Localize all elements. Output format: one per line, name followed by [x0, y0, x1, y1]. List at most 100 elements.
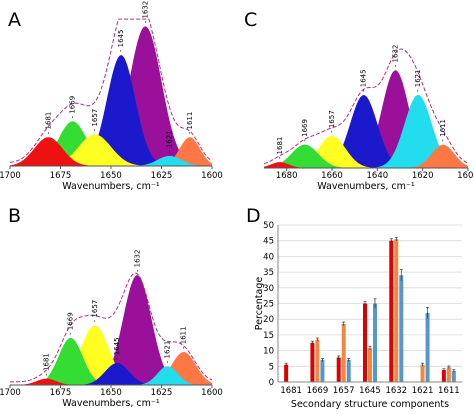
envelope-line [10, 272, 213, 383]
panel-a-plot: - 1681 - 1669 - 1657 - 1645 - 1632 - 1621 - 16… [9, 1, 213, 167]
y-tick-label: 40 [263, 252, 274, 262]
x-tick-label: 1625 [151, 171, 173, 181]
y-tick-label: 30 [263, 284, 274, 294]
bar-1632-s2 [394, 239, 399, 382]
y-tick-label: 10 [263, 347, 274, 357]
x-tick-label: 1600 [201, 388, 223, 398]
bar-1632-s3 [399, 275, 404, 382]
category-label-1621: 1621 [412, 386, 434, 396]
x-tick-label: 1700 [0, 388, 21, 398]
bar-1632-s1 [389, 240, 394, 382]
x-tick-label: 1650 [100, 388, 122, 398]
bar-1681-s1 [284, 364, 289, 382]
panel-label-d: D [246, 205, 261, 227]
peak-1645 [10, 363, 212, 385]
peak-1645 [10, 55, 212, 167]
envelope-line [9, 18, 213, 163]
peak-1645 [264, 95, 468, 168]
peak-label-1621: - 1621 [164, 341, 172, 364]
x-tick-label: 1620 [412, 171, 434, 181]
x-tick-label: 1600 [457, 171, 474, 181]
peak-label-1645: - 1645 [113, 337, 121, 360]
panel-b-plot: - 1681 - 1669 - 1657 - 1645 - 1632 - 1621 - 16… [10, 250, 213, 385]
peak-label-1645: - 1645 [117, 30, 125, 53]
panel-d-bars [284, 236, 456, 382]
bar-1611-s3 [451, 371, 456, 382]
y-tick-label: 50 [263, 221, 274, 231]
peak-1657 [10, 325, 212, 385]
peak-label-1645: - 1645 [360, 69, 368, 92]
panel-c-plot: - 1681 - 1669 - 1657 - 1645 - 1632 - 1621 - 16… [263, 45, 469, 168]
panel-label-c: C [244, 9, 257, 31]
bar-1657-s1 [336, 357, 341, 382]
category-label-1611: 1611 [438, 386, 460, 396]
peak-label-1611: - 1611 [186, 112, 194, 135]
panel-a-ticks: 1700 1675 1650 1625 1600 [0, 166, 223, 181]
peak-1681 [10, 378, 212, 385]
y-tick-label: 25 [263, 300, 274, 310]
panel-b-xlabel: Wavenumbers, cm⁻¹ [62, 398, 160, 409]
y-tick-label: 5 [269, 362, 274, 372]
x-tick-label: 1660 [321, 171, 343, 181]
category-label-1669: 1669 [307, 386, 329, 396]
panel-a-xlabel: Wavenumbers, cm⁻¹ [62, 181, 160, 192]
bar-1621-s2 [420, 364, 425, 382]
y-tick-label: 0 [269, 378, 274, 388]
peak-label-1632: - 1632 [141, 1, 149, 24]
peak-label-1632: - 1632 [392, 45, 400, 68]
x-tick-label: 1600 [201, 171, 223, 181]
bar-1611-s2 [446, 367, 451, 382]
peak-1657 [10, 134, 212, 166]
peak-1669 [10, 337, 212, 385]
peak-1611 [264, 144, 468, 168]
x-tick-label: 1675 [50, 171, 72, 181]
bar-1657-s2 [341, 323, 346, 382]
y-tick-label: 20 [263, 315, 274, 325]
peak-1681 [10, 137, 212, 166]
panel-b-ticks: 1700 1675 1650 1625 1600 [0, 385, 223, 398]
y-tick-label: 45 [263, 237, 274, 247]
peak-label-1632: - 1632 [133, 250, 141, 273]
peak-label-1621: - 1621 [166, 130, 174, 153]
bar-1645-s1 [363, 303, 367, 382]
peak-label-1681: - 1681 [44, 112, 52, 135]
bar-1657-s3 [346, 360, 351, 382]
bar-1611-s1 [441, 370, 446, 382]
panel-c: C - 1681- 1669- 1657- 1645- 1632- 1621- … [244, 9, 474, 192]
peak-label-1611: - 1611 [180, 326, 188, 349]
x-tick-label: 1700 [0, 171, 21, 181]
peak-label-1681: - 1681 [276, 137, 284, 160]
panel-c-xlabel: Wavenumbers, cm⁻¹ [317, 181, 415, 192]
peak-label-1669: - 1669 [69, 96, 77, 119]
category-label-1681: 1681 [280, 386, 302, 396]
panel-label-a: A [8, 9, 21, 31]
category-label-1645: 1645 [359, 386, 381, 396]
peak-1681 [264, 162, 468, 168]
peak-label-1657: - 1657 [91, 109, 99, 132]
category-label-1632: 1632 [385, 386, 407, 396]
category-label-1657: 1657 [333, 386, 355, 396]
y-tick-label: 35 [263, 268, 274, 278]
peak-label-1657: - 1657 [91, 300, 99, 323]
bar-1669-s2 [315, 339, 320, 382]
peak-1621 [264, 95, 468, 168]
bar-1669-s3 [320, 360, 325, 382]
peak-1621 [10, 366, 212, 385]
peak-1611 [10, 137, 212, 166]
envelope-line [263, 48, 469, 165]
y-tick-label: 15 [263, 331, 274, 341]
x-tick-label: 1625 [151, 388, 173, 398]
peak-label-1669: - 1669 [67, 312, 75, 335]
panel-b: B - 1681- 1669- 1657- 1645- 1632- 1621- … [0, 205, 223, 409]
panel-d-xlabel: Secondary structure components [291, 399, 449, 410]
bar-1645-s3 [373, 303, 377, 382]
panel-label-b: B [8, 205, 21, 227]
peak-label-1621: - 1621 [414, 69, 422, 92]
x-tick-label: 1680 [276, 171, 298, 181]
peak-1669 [264, 144, 468, 168]
panel-c-ticks: 1680 1660 1640 1620 1600 [276, 168, 474, 181]
x-tick-label: 1650 [100, 171, 122, 181]
peak-label-1611: - 1611 [439, 119, 447, 142]
panel-a: A - 1681- 1669- 1657- 1645- 1632- 1621- … [0, 1, 223, 192]
